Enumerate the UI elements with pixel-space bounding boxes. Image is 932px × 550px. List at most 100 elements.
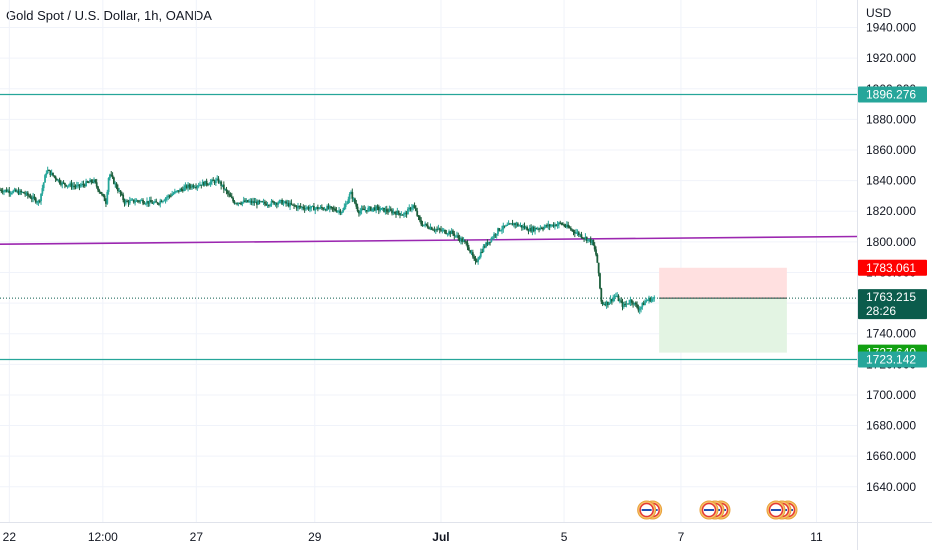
price-tick-label: 1860.000 (866, 143, 916, 157)
candle-body (44, 175, 46, 183)
candle-body (547, 224, 550, 227)
candle-body (290, 202, 293, 205)
candle-body (385, 209, 388, 212)
candle-body (497, 228, 499, 234)
candle-body (634, 302, 637, 305)
trend-line[interactable] (0, 235, 858, 245)
candle-body (115, 183, 118, 188)
candle-body (622, 304, 625, 307)
candle-body (509, 223, 511, 225)
candle-body (487, 241, 490, 245)
candle-body (340, 212, 343, 214)
candle-body (653, 297, 656, 299)
candle-body (323, 209, 326, 211)
candle-body (546, 225, 548, 227)
candle-body (502, 225, 505, 230)
candle-body (531, 227, 534, 232)
candle-body (294, 205, 297, 207)
candle-body (195, 187, 197, 189)
candle-body (407, 208, 409, 215)
price-badge (858, 351, 927, 368)
candle-body (649, 298, 652, 302)
candle-body (365, 210, 368, 212)
candle-body (53, 175, 56, 177)
candle-body (494, 234, 497, 236)
candle-body (376, 206, 379, 208)
candle-body (128, 200, 131, 204)
candle-body (642, 303, 645, 306)
candle-body (612, 297, 615, 302)
candle-body (440, 229, 442, 231)
candle-body (458, 237, 461, 241)
candle-body (346, 203, 348, 205)
candle-body (24, 193, 27, 195)
candle-body (616, 295, 619, 297)
candle-body (71, 185, 74, 188)
candle-body (331, 207, 334, 209)
candle-body (395, 212, 397, 215)
candle-body (563, 224, 566, 226)
candle-body (86, 181, 89, 183)
candle-body (604, 303, 607, 306)
candle-body (434, 229, 437, 231)
candle-body (111, 175, 114, 178)
candle-body (142, 200, 144, 204)
candle-body (493, 234, 495, 238)
candle-body (188, 184, 191, 187)
candle-body (603, 303, 605, 305)
candle-body (473, 256, 476, 259)
candle-body (452, 230, 454, 234)
candle-body (11, 192, 13, 194)
candle-body (147, 201, 150, 204)
candle-body (45, 173, 48, 176)
candle-body (105, 201, 107, 204)
candle-body (58, 179, 61, 184)
candle-body (54, 176, 57, 180)
candle-body (169, 195, 172, 197)
candle-body (332, 208, 335, 210)
candle-body (454, 235, 457, 237)
candle-body (34, 198, 37, 203)
candle-body (257, 200, 260, 205)
candle-body (393, 211, 396, 213)
candle-body (151, 202, 154, 204)
candle-body (327, 206, 330, 209)
flag-stripe (641, 509, 652, 511)
candle-body (588, 238, 591, 240)
candle-body (457, 235, 460, 238)
stop-loss-zone[interactable] (659, 267, 787, 299)
candle-body (217, 178, 220, 183)
candle-body (519, 225, 522, 227)
candle-body (417, 215, 420, 217)
candle-body (335, 210, 338, 212)
candle-body (278, 200, 281, 203)
candle-body (307, 207, 310, 210)
candle-body (3, 190, 5, 193)
candle-body (16, 190, 19, 192)
candle-body (277, 202, 280, 205)
candle-body (387, 211, 389, 213)
candle-body (208, 184, 211, 186)
candle-body (401, 214, 404, 216)
candle-body (220, 181, 223, 186)
candle-body (82, 183, 85, 185)
candle-body (131, 199, 134, 201)
candle-body (585, 236, 588, 241)
candle-body (526, 227, 529, 231)
candle-body (516, 223, 519, 226)
candle-body (636, 304, 638, 308)
candle-body (593, 245, 596, 250)
candle-body (167, 195, 170, 198)
candle-body (381, 207, 384, 209)
candle-body (222, 184, 225, 190)
take-profit-zone[interactable] (659, 298, 787, 353)
candle-body (600, 288, 603, 302)
candle-body (46, 170, 49, 174)
price-tick-label: 1640.000 (866, 480, 916, 494)
candle-body (548, 224, 551, 227)
candle-body (536, 228, 539, 230)
candle-body (49, 170, 52, 176)
candle-body (322, 207, 325, 210)
candle-body (460, 238, 462, 241)
